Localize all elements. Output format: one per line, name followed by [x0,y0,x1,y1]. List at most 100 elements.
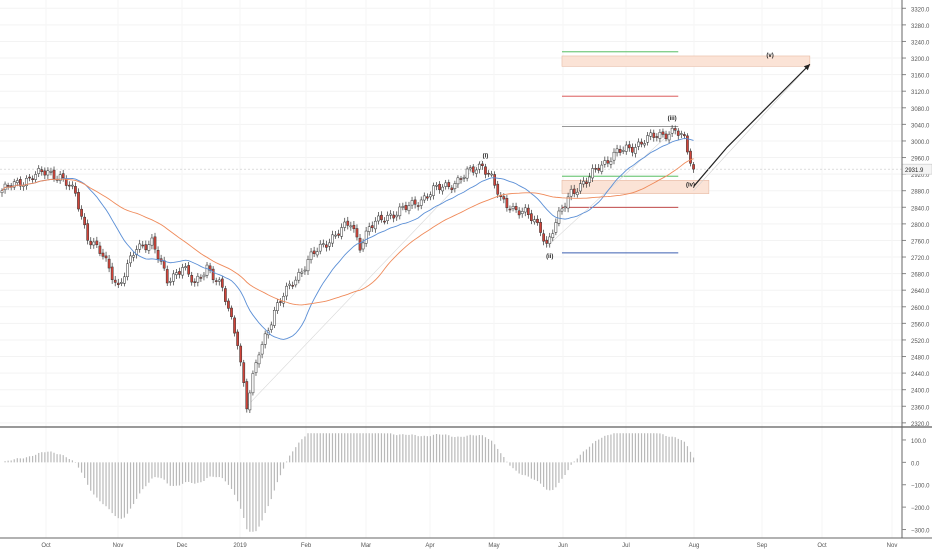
candle-down [526,207,530,216]
y-tick-label: 3160.0 [911,74,930,80]
candle-down [606,160,610,164]
candle-down [220,278,224,288]
candle-up [202,274,206,278]
candle-up [71,184,74,187]
candle-up [205,264,209,276]
candle-down [631,146,634,153]
candle-down [380,214,383,221]
x-tick-label: 2019 [233,543,247,549]
wave-label: (iv) [686,183,695,189]
candle-up [444,182,448,187]
y-tick-label: 2440.0 [911,372,930,378]
candle-down [98,245,102,254]
candle-down [355,228,359,238]
candle-up [670,127,674,134]
candle-down [652,132,656,138]
candle-up [612,151,616,161]
candle-up [297,272,301,281]
candle-up [649,132,653,137]
candle-up [150,237,154,246]
candle-up [557,210,561,224]
candle-up [474,169,478,174]
y-tick-label: 2960.0 [911,157,930,163]
target-zone-v [561,55,811,67]
wave-label: (i) [483,154,489,160]
candle-down [686,135,689,153]
candle-down [291,285,295,287]
y-tick-label: 2360.0 [911,405,930,411]
candle-down [224,288,227,302]
candle-up [132,255,135,258]
candle-up [364,230,368,244]
candle-up [637,141,640,147]
candle-up [217,279,221,282]
candle-down [80,208,83,217]
wave-label: (v) [766,53,773,59]
osc-y-tick-label: −100.0 [911,484,930,490]
candle-down [545,239,549,244]
y-tick-label: 2800.0 [911,223,930,229]
candle-up [520,211,524,214]
candle-up [533,219,536,223]
y-tick-label: 3120.0 [911,90,930,96]
candle-up [306,259,310,272]
y-tick-label: 3200.0 [911,57,930,63]
candle-down [413,199,417,205]
candle-down [52,169,56,179]
y-tick-label: 3280.0 [911,24,930,30]
candle-down [325,244,328,248]
candle-up [147,244,151,251]
candle-up [361,242,365,250]
candle-up [511,206,515,209]
candle-up [0,190,4,194]
candle-down [683,134,686,137]
y-tick-label: 2520.0 [911,339,930,345]
candle-up [251,373,255,394]
x-tick-label: Dec [177,543,188,549]
candle-up [331,234,334,244]
candle-up [603,160,607,165]
candle-up [254,362,258,373]
x-tick-label: Oct [41,543,51,549]
candle-up [634,147,637,154]
candle-down [597,167,601,171]
candle-down [450,187,454,191]
candle-down [337,233,340,236]
candle-up [276,302,279,311]
projection-arrowhead [803,64,810,71]
candle-down [43,170,47,176]
candle-down [211,268,215,280]
candle-down [352,224,356,230]
candle-down [165,269,169,284]
candle-up [435,184,438,187]
candle-up [566,196,570,209]
candle-down [618,149,622,153]
candle-up [269,324,273,330]
candle-up [175,272,178,276]
candle-up [588,176,591,183]
candle-down [438,183,441,190]
candle-down [542,233,545,242]
candle-down [496,183,500,195]
y-tick-label: 2600.0 [911,306,930,312]
candle-up [453,183,457,189]
candle-down [689,150,692,164]
candle-down [83,216,86,226]
candle-down [370,225,374,229]
candle-down [502,196,506,200]
wave-label: (ii) [546,254,553,260]
candle-down [346,220,350,226]
y-tick-label: 2320.0 [911,422,930,428]
candle-down [481,163,484,166]
candle-down [245,381,249,410]
candle-up [609,161,613,165]
candle-down [585,181,588,184]
y-tick-label: 2480.0 [911,356,930,362]
candle-down [199,277,203,279]
candle-down [40,169,44,173]
candle-up [303,269,307,272]
candle-up [343,221,347,228]
candle-down [530,213,533,221]
candle-down [67,184,71,187]
